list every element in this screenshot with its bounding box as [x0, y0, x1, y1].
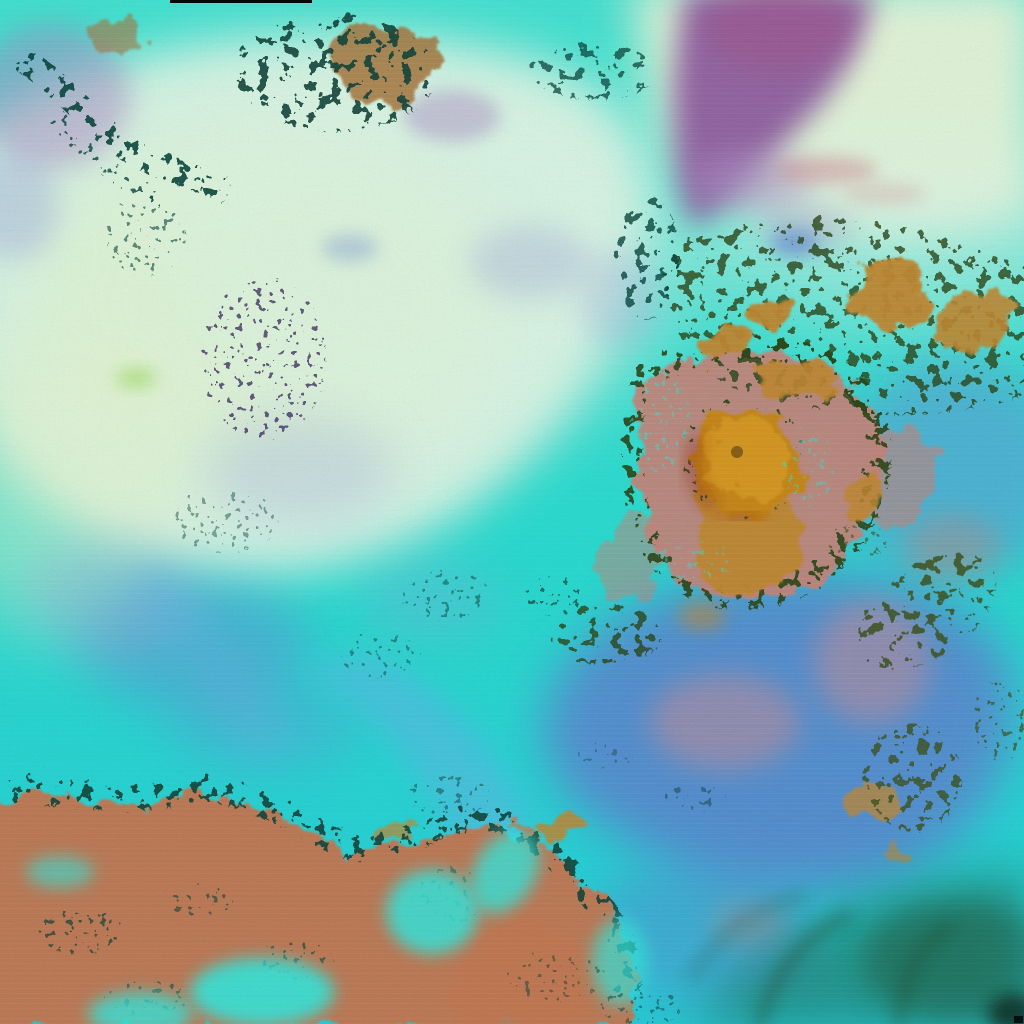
satellite-image	[0, 0, 1024, 1024]
satellite-canvas	[0, 0, 1024, 1024]
grain-overlay	[0, 0, 1024, 1024]
